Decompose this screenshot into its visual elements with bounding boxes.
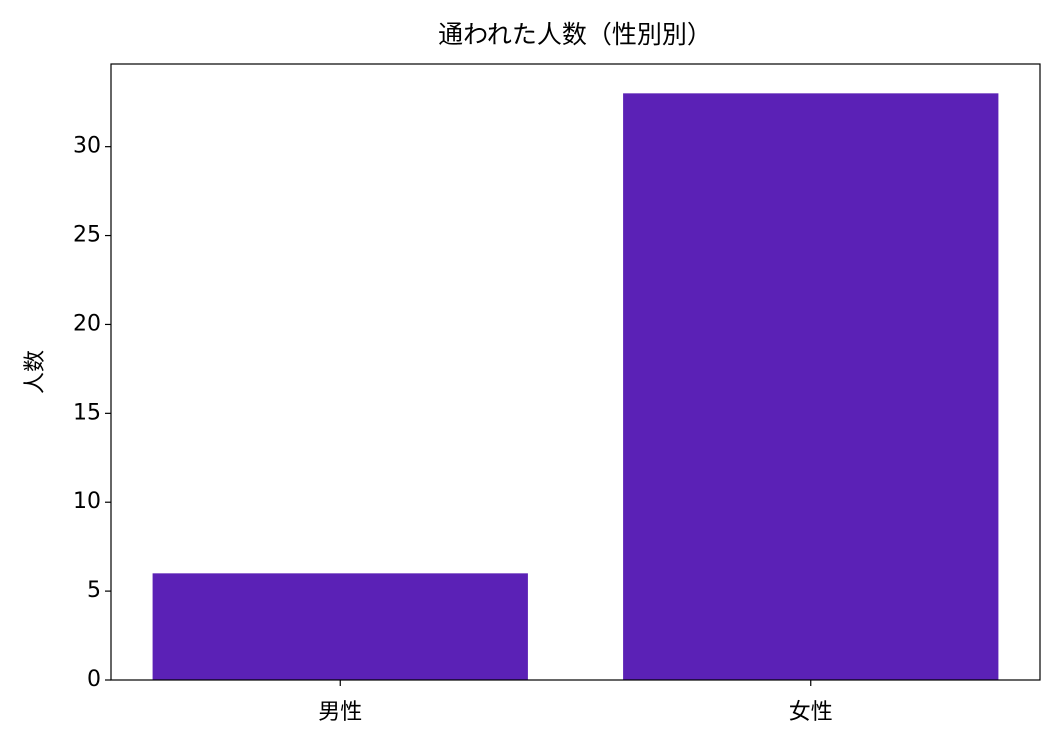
y-axis-label: 人数: [23, 350, 48, 394]
y-tick-label: 10: [73, 489, 101, 514]
y-tick-label: 5: [87, 578, 101, 603]
plot-frame: [110, 63, 1041, 681]
y-tick-label: 25: [73, 223, 101, 248]
y-tick-label: 15: [73, 400, 101, 425]
y-tick-label: 30: [73, 134, 101, 159]
y-tick-label: 0: [87, 667, 101, 692]
bar: [623, 93, 999, 681]
y-tick-label: 20: [73, 311, 101, 336]
x-tick-label: 女性: [789, 700, 833, 725]
x-tick-label: 男性: [318, 700, 362, 725]
bar: [152, 573, 528, 680]
chart-title: 通われた人数（性別別）: [438, 20, 712, 49]
